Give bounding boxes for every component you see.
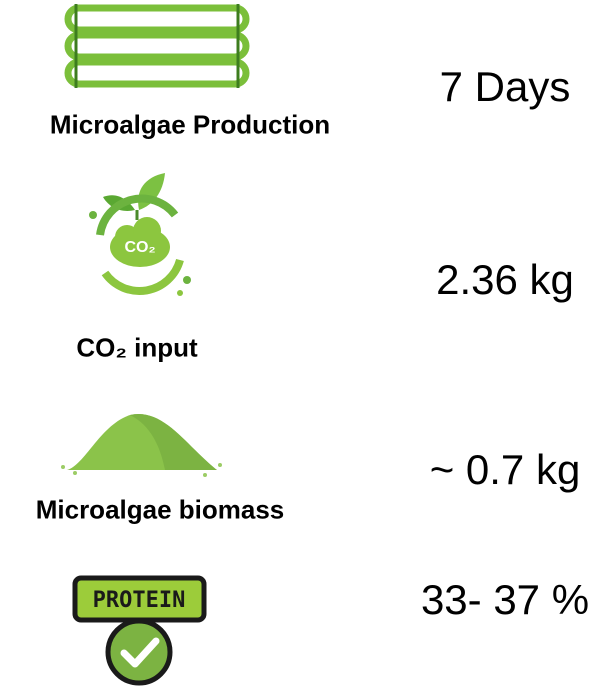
infographic: Microalgae Production 7 Days CO₂ CO₂ inp…: [0, 0, 615, 692]
row-value: 33- 37 %: [421, 576, 589, 624]
row-label: Microalgae Production: [50, 110, 330, 141]
co2-icon: CO₂: [75, 165, 205, 300]
protein-icon-text: PROTEIN: [93, 588, 186, 613]
row-value: ~ 0.7 kg: [430, 446, 581, 494]
reactor-icon: [62, 2, 252, 90]
co2-icon-text: CO₂: [124, 239, 155, 256]
protein-icon: PROTEIN: [72, 575, 207, 687]
row-label: Microalgae biomass: [36, 495, 285, 526]
row-value: 2.36 kg: [436, 256, 574, 304]
row-value: 7 Days: [440, 63, 571, 111]
biomass-icon: [55, 405, 225, 480]
row-label: CO₂ input: [76, 333, 197, 364]
